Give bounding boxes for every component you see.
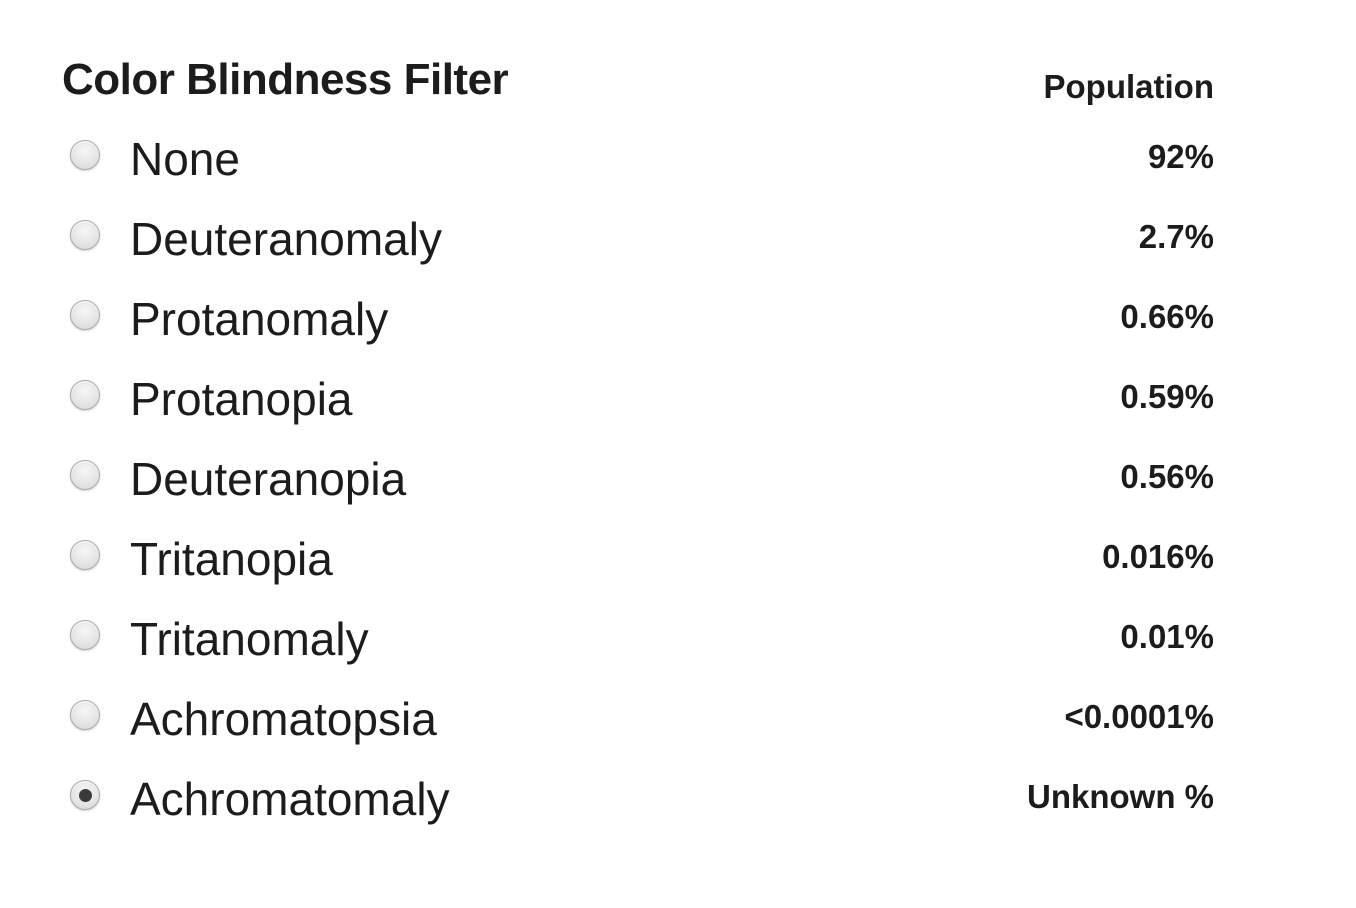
option-none[interactable]: None 92% <box>62 122 1214 202</box>
option-label[interactable]: Achromatomaly <box>130 773 450 825</box>
population-header: Population <box>1043 68 1214 105</box>
radio-tritanopia[interactable] <box>70 540 100 570</box>
radio-deuteranopia[interactable] <box>70 460 100 490</box>
population-value: 92% <box>1147 138 1214 175</box>
population-value: 2.7% <box>1138 218 1214 255</box>
population-value: Unknown % <box>1027 778 1214 815</box>
radio-protanopia[interactable] <box>70 380 100 410</box>
option-deuteranomaly[interactable]: Deuteranomaly 2.7% <box>62 202 1214 282</box>
option-label[interactable]: Protanomaly <box>130 293 389 345</box>
color-blindness-filter-panel: Color Blindness Filter Population None 9… <box>62 52 1214 823</box>
option-label[interactable]: Tritanopia <box>130 533 333 585</box>
option-label[interactable]: Deuteranomaly <box>130 213 442 265</box>
radio-none[interactable] <box>70 140 100 170</box>
option-tritanopia[interactable]: Tritanopia 0.016% <box>62 522 1214 602</box>
option-label[interactable]: Deuteranopia <box>130 453 407 505</box>
radio-deuteranomaly[interactable] <box>70 220 100 250</box>
population-value: 0.66% <box>1120 298 1214 335</box>
population-value: <0.0001% <box>1064 698 1214 735</box>
option-label[interactable]: None <box>130 133 240 185</box>
radio-protanomaly[interactable] <box>70 300 100 330</box>
filter-header: Color Blindness Filter Population <box>62 52 1214 132</box>
radio-tritanomaly[interactable] <box>70 620 100 650</box>
radio-achromatopsia[interactable] <box>70 700 100 730</box>
option-protanopia[interactable]: Protanopia 0.59% <box>62 362 1214 442</box>
option-label[interactable]: Tritanomaly <box>130 613 369 665</box>
filter-title: Color Blindness Filter <box>62 55 509 104</box>
radio-achromatomaly[interactable] <box>70 780 100 810</box>
population-value: 0.016% <box>1102 538 1214 575</box>
option-protanomaly[interactable]: Protanomaly 0.66% <box>62 282 1214 362</box>
population-value: 0.56% <box>1120 458 1214 495</box>
option-deuteranopia[interactable]: Deuteranopia 0.56% <box>62 442 1214 522</box>
option-achromatomaly[interactable]: Achromatomaly Unknown % <box>62 762 1214 842</box>
option-tritanomaly[interactable]: Tritanomaly 0.01% <box>62 602 1214 682</box>
population-value: 0.01% <box>1120 618 1214 655</box>
option-achromatopsia[interactable]: Achromatopsia <0.0001% <box>62 682 1214 762</box>
option-label[interactable]: Achromatopsia <box>130 693 437 745</box>
population-value: 0.59% <box>1120 378 1214 415</box>
filter-options-list: None 92% Deuteranomaly 2.7% Protanomaly … <box>62 122 1214 842</box>
option-label[interactable]: Protanopia <box>130 373 353 425</box>
